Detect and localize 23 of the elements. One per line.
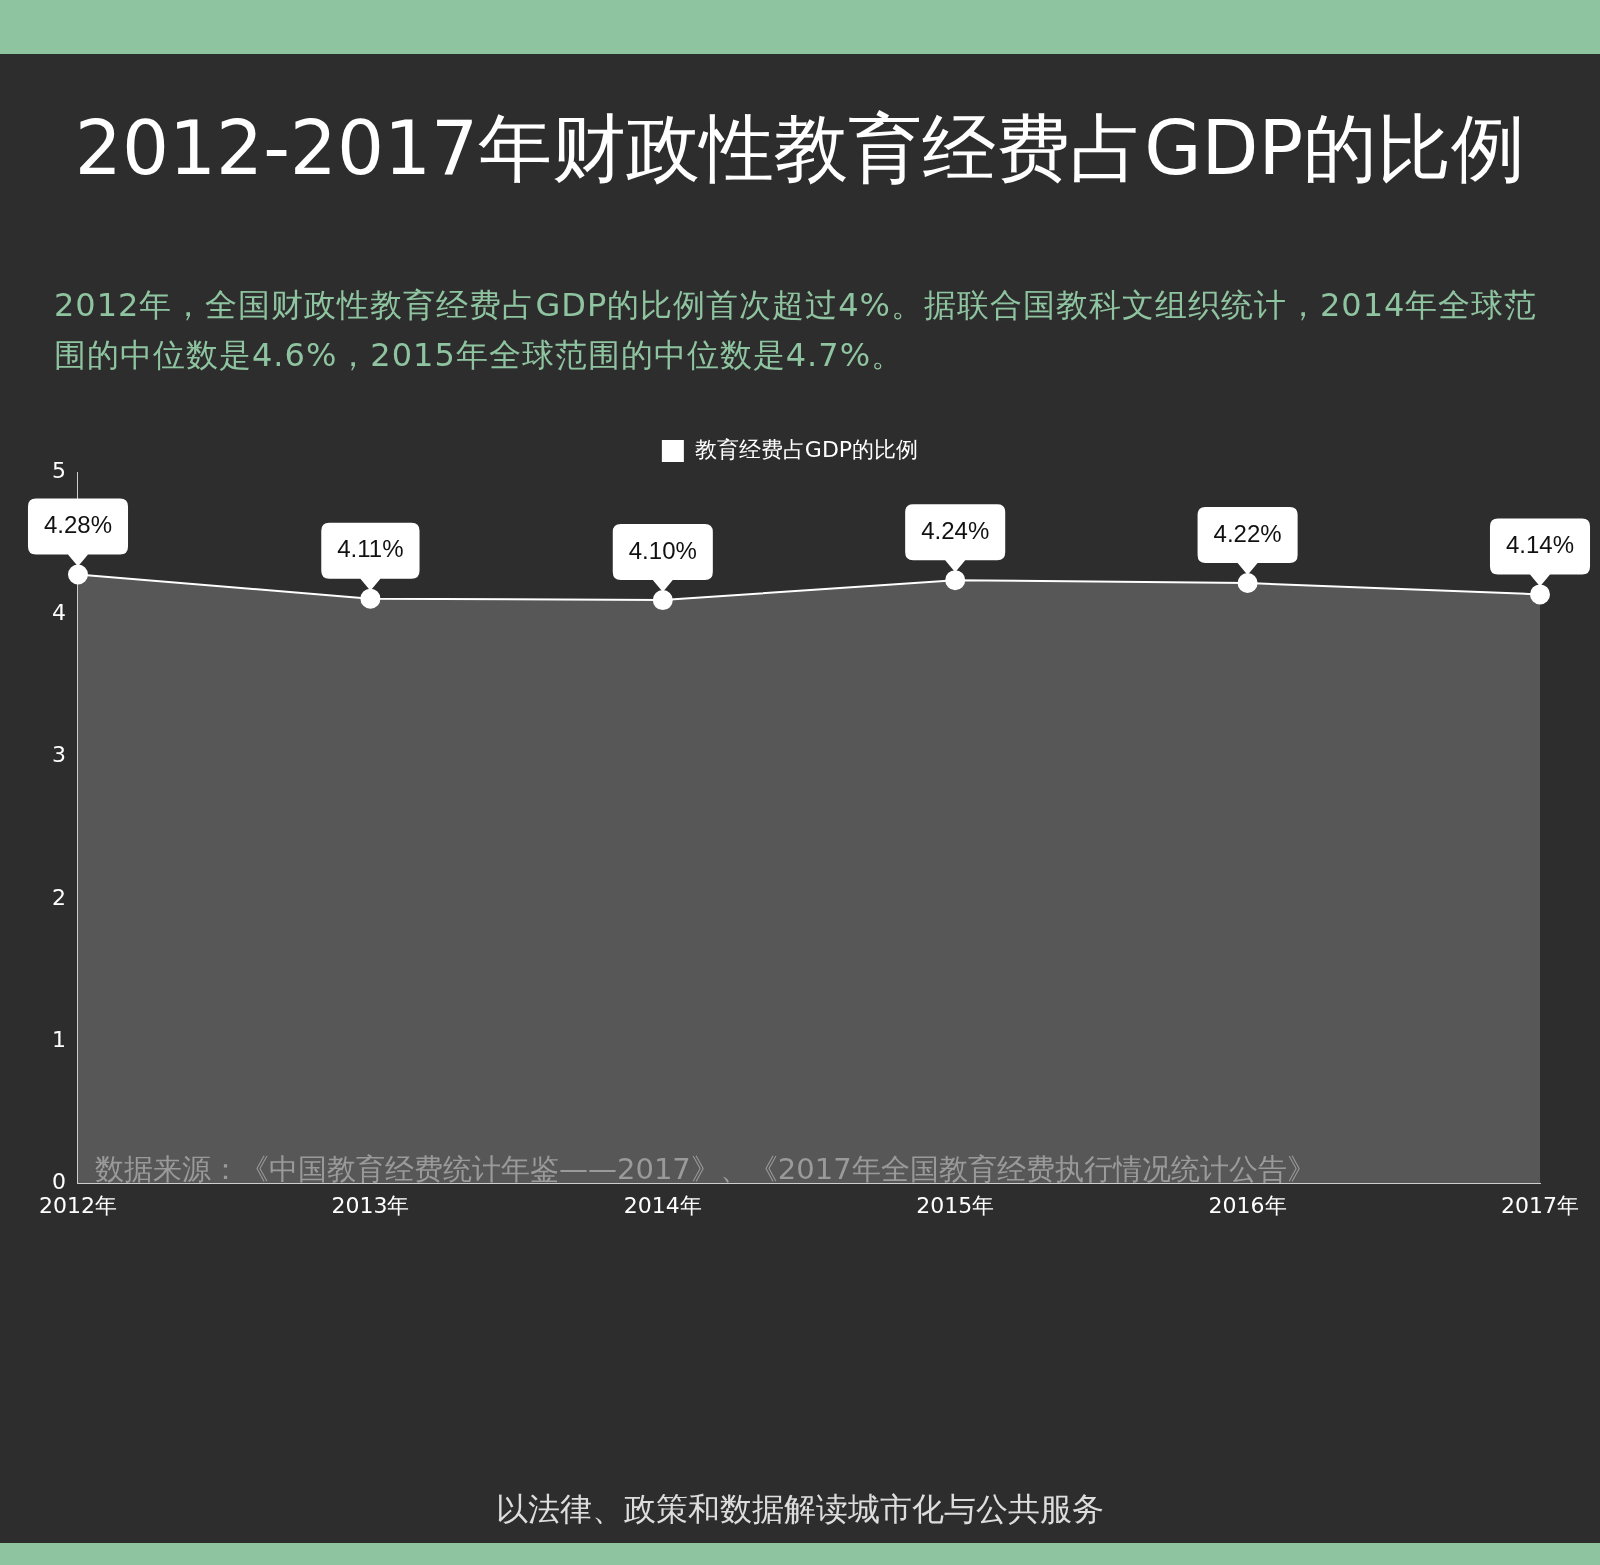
y-tick-label: 2 (52, 884, 66, 910)
text: 以法律、政策和数据解读城市化与公共服务 (495, 1489, 1105, 1530)
y-tick-label: 0 (52, 1169, 66, 1195)
data-label: 4.14% (1505, 531, 1575, 559)
y-tick-label: 4 (52, 600, 66, 626)
x-tick-label: 2016年 (1208, 1192, 1287, 1218)
data-label: 4.22% (1213, 519, 1282, 547)
chart-title: 2012-2017年财政性教育经费占GDP的比例 (73, 104, 1527, 193)
data-label: 4.28% (43, 511, 113, 539)
y-tick-label: 3 (52, 742, 66, 768)
x-tick-label: 2012年 (39, 1192, 117, 1218)
data-label: 4.24% (921, 516, 990, 544)
x-tick-label: 2014年 (623, 1192, 702, 1218)
y-tick-label: 5 (52, 457, 66, 483)
data-label: 4.10% (628, 536, 697, 564)
x-tick-label: 2015年 (916, 1192, 995, 1218)
y-tick-label: 1 (52, 1027, 66, 1052)
annotation: 数据来源：《中国教育经费统计年鉴——2017》、《2017年全国教育经费执行情况统计公告》 (95, 1151, 1316, 1188)
chart-subtitle: 2012年，全国财政性教育经费占GDP的比例首次超过4%。据联合国教科文组织统计，2014年全球范围的中位数是4.6%，2015年全球范围的中位数是4.7%。 (54, 285, 1539, 376)
data-label: 4.11% (337, 535, 404, 563)
x-tick-label: 2013年 (331, 1192, 410, 1218)
x-tick-label: 2017年 (1501, 1192, 1579, 1218)
legend-label: 教育经费占GDP的比例 (694, 436, 919, 462)
